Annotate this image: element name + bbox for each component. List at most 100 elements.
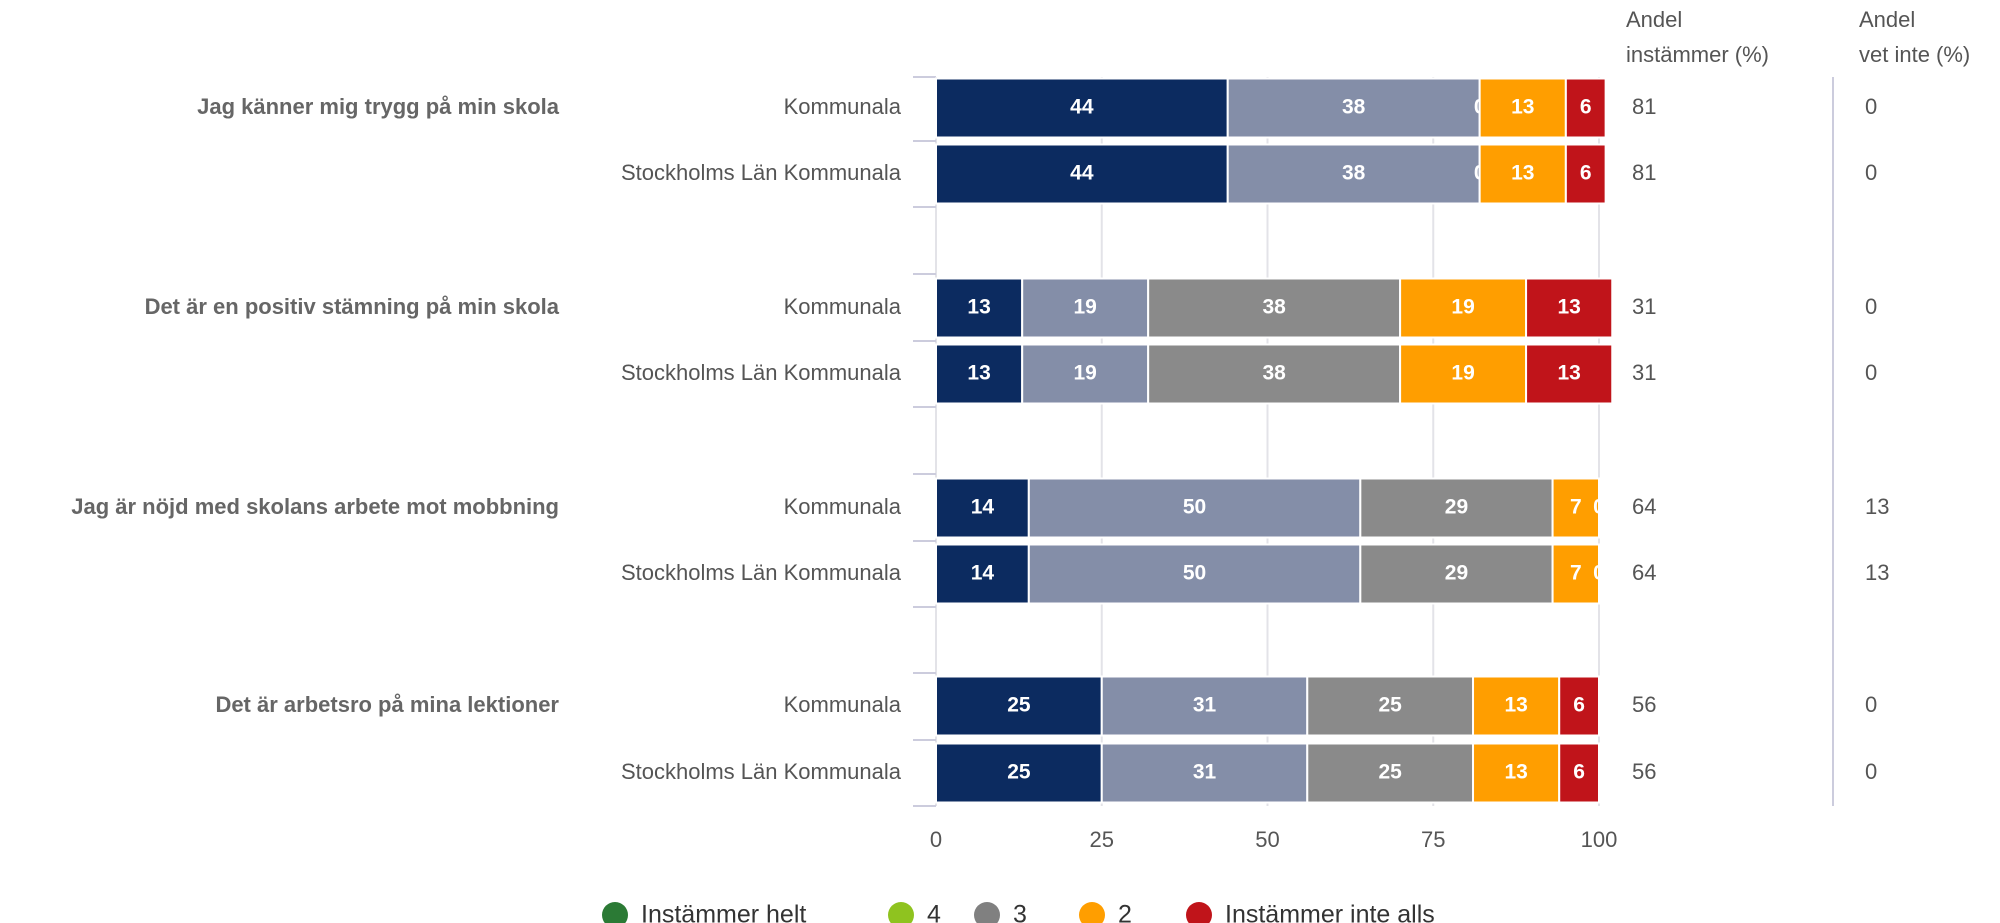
bar-label: Stockholms Län Kommunala [621,360,902,385]
bar-label: Stockholms Län Kommunala [621,759,902,784]
value-label: 38 [1262,296,1286,319]
column-value: 64 [1632,560,1656,585]
bar-segment [1226,143,1481,205]
bar-segment [1100,675,1309,737]
value-label: 6 [1573,694,1585,717]
bar-segment [1558,742,1600,804]
legend-marker [888,902,914,923]
value-label: 38 [1262,362,1286,385]
value-label: 25 [1378,761,1402,784]
bar-label: Kommunala [784,294,902,319]
column-value: 31 [1632,294,1656,319]
bar-segment [1551,477,1600,539]
column-header: Andel [1626,7,1682,32]
value-label: 14 [971,496,995,519]
column-value: 0 [1865,294,1877,319]
bar-label: Kommunala [784,494,902,519]
bar-segment [1359,477,1554,539]
value-label: 13 [967,296,990,319]
value-label: 13 [1511,96,1534,119]
legend-marker [602,902,628,923]
column-value: 81 [1632,160,1656,185]
bar-segment [935,77,1229,139]
bar-segment [1027,543,1362,605]
value-label: 19 [1073,362,1096,385]
bar-label: Stockholms Län Kommunala [621,160,902,185]
value-label: 38 [1342,96,1366,119]
bar-segment [1399,343,1528,405]
value-label: 50 [1183,562,1206,585]
bar-segment [1359,543,1554,605]
value-label: 13 [1511,162,1534,185]
value-label: 44 [1070,96,1094,119]
bar-segment [1147,277,1402,339]
value-label: 6 [1573,761,1585,784]
legend-label: 4 [927,901,941,923]
legend-label: Instämmer inte alls [1225,901,1435,923]
value-label: 0 [1593,562,1605,585]
value-label: 0 [1593,496,1605,519]
bar-segment [1478,77,1567,139]
legend-label: 2 [1118,901,1132,923]
value-label: 7 [1570,496,1582,519]
bar-segment [935,477,1030,539]
column-value: 0 [1865,360,1877,385]
bar-segment [1021,343,1150,405]
bar-segment [1027,477,1362,539]
x-tick-label: 100 [1581,827,1618,852]
bar-segment [1478,143,1567,205]
group-label: Jag är nöjd med skolans arbete mot mobbn… [71,494,559,519]
column-value: 56 [1632,759,1656,784]
column-value: 0 [1865,759,1877,784]
value-label: 25 [1378,694,1402,717]
group-label: Jag känner mig trygg på min skola [197,94,560,119]
column-value: 13 [1865,560,1889,585]
value-label: 19 [1073,296,1096,319]
bar-segment [1472,675,1561,737]
bar-segment [935,277,1024,339]
legend-marker [974,902,1000,923]
column-value: 64 [1632,494,1656,519]
column-header: instämmer (%) [1626,42,1769,67]
column-header: vet inte (%) [1859,42,1970,67]
bar-segment [1306,742,1475,804]
value-label: 13 [1557,362,1580,385]
column-value: 0 [1865,160,1877,185]
value-label: 6 [1580,162,1592,185]
bar-segment [1525,277,1614,339]
bar-segment [935,543,1030,605]
group-label: Det är arbetsro på mina lektioner [215,692,559,717]
x-tick-label: 75 [1421,827,1445,852]
value-label: 29 [1445,562,1468,585]
value-label: 13 [1504,694,1527,717]
value-label: 50 [1183,496,1206,519]
legend-label: Instämmer helt [641,901,806,923]
group-label: Det är en positiv stämning på min skola [145,294,560,319]
bar-label: Kommunala [784,692,902,717]
bar-segment [1564,143,1607,205]
value-label: 38 [1342,162,1366,185]
value-label: 13 [1504,761,1527,784]
value-label: 6 [1580,96,1592,119]
x-tick-label: 25 [1090,827,1114,852]
bar-segment [935,742,1103,804]
x-tick-label: 0 [930,827,942,852]
value-label: 13 [967,362,990,385]
bar-segment [1558,675,1600,737]
value-label: 7 [1570,562,1582,585]
legend-label: 3 [1013,901,1027,923]
value-label: 13 [1557,296,1580,319]
value-label: 25 [1007,694,1031,717]
column-value: 81 [1632,94,1656,119]
value-label: 19 [1451,362,1474,385]
value-label: 14 [971,562,995,585]
bar-segment [1564,77,1607,139]
value-label: 44 [1070,162,1094,185]
bar-label: Stockholms Län Kommunala [621,560,902,585]
bar-segment [935,143,1229,205]
column-value: 56 [1632,692,1656,717]
bar-segment [1551,543,1600,605]
column-value: 0 [1865,94,1877,119]
column-value: 31 [1632,360,1656,385]
